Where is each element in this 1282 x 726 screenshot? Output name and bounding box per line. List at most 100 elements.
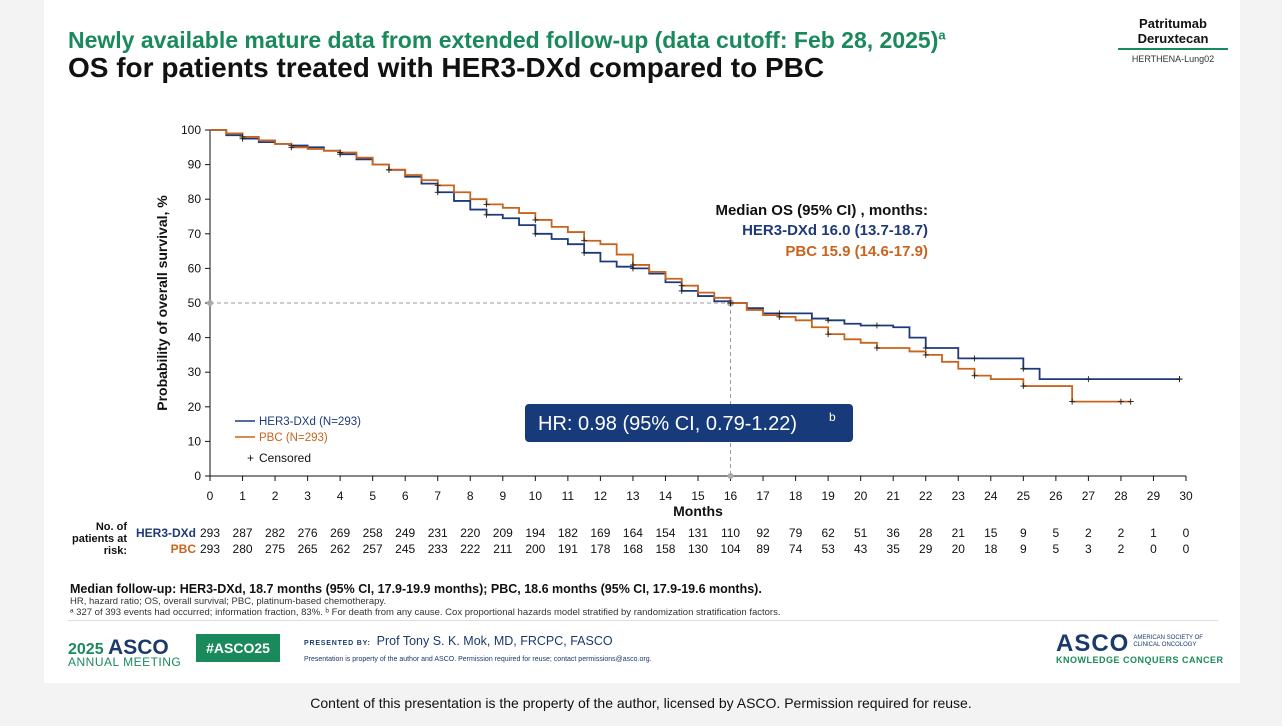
risk-value: 28 bbox=[919, 526, 933, 540]
risk-value: 233 bbox=[428, 542, 448, 556]
x-tick-label: 10 bbox=[529, 489, 543, 503]
risk-value: 191 bbox=[558, 542, 578, 556]
y-tick-label: 60 bbox=[188, 261, 202, 275]
risk-value: 262 bbox=[330, 542, 350, 556]
y-tick-label: 10 bbox=[188, 434, 202, 448]
censor-mark-pbc bbox=[971, 372, 978, 379]
censor-mark-pbc bbox=[922, 351, 929, 358]
risk-value: 194 bbox=[525, 526, 545, 540]
legend-label-her3-dxd: HER3-DXd (N=293) bbox=[259, 416, 361, 428]
legend-label-pbc: PBC (N=293) bbox=[259, 432, 328, 444]
censor-mark-pbc bbox=[825, 331, 832, 338]
y-axis-title: Probability of overall survival, % bbox=[154, 195, 170, 411]
brand-line1: Patritumab bbox=[1139, 16, 1207, 31]
censor-mark-pbc bbox=[1069, 398, 1076, 405]
risk-value: 276 bbox=[298, 526, 318, 540]
km-curve-pbc bbox=[210, 129, 1131, 403]
risk-value: 293 bbox=[200, 526, 220, 540]
slide-title: OS for patients treated with HER3-DXd co… bbox=[68, 52, 825, 83]
median-os-pbc: PBC 15.9 (14.6-17.9) bbox=[785, 243, 928, 260]
x-tick-label: 22 bbox=[919, 489, 933, 503]
censor-mark-pbc bbox=[385, 166, 392, 173]
hr-text: HR: 0.98 (95% CI, 0.79-1.22) bbox=[538, 413, 797, 435]
risk-value: 9 bbox=[1020, 542, 1027, 556]
risk-value: 158 bbox=[655, 542, 675, 556]
study-name: HERTHENA-Lung02 bbox=[1131, 54, 1215, 64]
risk-value: 269 bbox=[330, 526, 350, 540]
risk-value: 130 bbox=[688, 542, 708, 556]
asco-logo: ASCO AMERICAN SOCIETY OF CLINICAL ONCOLOGY bbox=[1056, 630, 1203, 657]
censor-mark-her3-dxd bbox=[1020, 365, 1027, 372]
footer-divider bbox=[68, 620, 1218, 621]
km-curve-her3-dxd bbox=[210, 129, 1180, 381]
brand-block: Patritumab Deruxtecan HERTHENA-Lung02 bbox=[1118, 16, 1228, 64]
risk-value: 131 bbox=[688, 526, 708, 540]
risk-value: 36 bbox=[887, 526, 901, 540]
slide-subtitle: Newly available mature data from extende… bbox=[68, 27, 946, 53]
brand-line2: Deruxtecan bbox=[1118, 31, 1228, 50]
risk-value: 35 bbox=[887, 542, 901, 556]
footnotes: Median follow-up: HER3-DXd, 18.7 months … bbox=[70, 582, 1220, 618]
risk-value: 0 bbox=[1183, 526, 1190, 540]
x-tick-label: 7 bbox=[434, 489, 441, 503]
censor-mark-pbc bbox=[1020, 383, 1027, 390]
copyright-notice: Content of this presentation is the prop… bbox=[310, 695, 972, 711]
asco-tagline: KNOWLEDGE CONQUERS CANCER bbox=[1056, 655, 1224, 665]
x-tick-label: 30 bbox=[1179, 489, 1193, 503]
x-tick-label: 2 bbox=[272, 489, 279, 503]
risk-label-line3: risk: bbox=[104, 545, 127, 557]
censor-mark-pbc bbox=[629, 261, 636, 268]
risk-row-name: HER3-DXd bbox=[136, 526, 196, 540]
abbrev-note: HR, hazard ratio; OS, overall survival; … bbox=[70, 596, 387, 607]
risk-value: 200 bbox=[525, 542, 545, 556]
risk-value: 15 bbox=[984, 526, 998, 540]
censor-mark-her3-dxd bbox=[1085, 376, 1092, 383]
presenter: PRESENTED BY: Prof Tony S. K. Mok, MD, FR… bbox=[304, 634, 613, 648]
x-tick-label: 18 bbox=[789, 489, 803, 503]
hr-box bbox=[525, 404, 853, 442]
y-tick-label: 90 bbox=[188, 158, 202, 172]
median-os-her3: HER3-DXd 16.0 (13.7-18.7) bbox=[742, 222, 928, 239]
censor-mark-pbc bbox=[239, 133, 246, 140]
y-tick-label: 70 bbox=[188, 227, 202, 241]
hashtag-badge: #ASCO25 bbox=[196, 634, 280, 662]
x-tick-label: 27 bbox=[1082, 489, 1096, 503]
median-marker-start bbox=[207, 300, 213, 306]
x-tick-label: 6 bbox=[402, 489, 409, 503]
x-tick-label: 29 bbox=[1147, 489, 1161, 503]
x-tick-label: 11 bbox=[562, 489, 575, 503]
risk-value: 257 bbox=[363, 542, 383, 556]
risk-value: 9 bbox=[1020, 526, 1027, 540]
risk-value: 0 bbox=[1183, 542, 1190, 556]
x-tick-label: 19 bbox=[821, 489, 835, 503]
annual-meeting-label: ANNUAL MEETING bbox=[68, 655, 182, 669]
censor-mark-pbc bbox=[288, 144, 295, 151]
risk-value: 5 bbox=[1053, 542, 1060, 556]
risk-value: 0 bbox=[1150, 542, 1157, 556]
censor-mark-her3-dxd bbox=[434, 189, 441, 196]
permission-note: Presentation is property of the author a… bbox=[304, 656, 652, 663]
x-tick-label: 26 bbox=[1049, 489, 1063, 503]
risk-value: 275 bbox=[265, 542, 285, 556]
risk-value: 249 bbox=[395, 526, 415, 540]
x-tick-label: 23 bbox=[952, 489, 966, 503]
censor-mark-her3-dxd bbox=[922, 344, 929, 351]
risk-value: 164 bbox=[623, 526, 643, 540]
censor-mark-her3-dxd bbox=[873, 322, 880, 329]
x-tick-label: 9 bbox=[499, 489, 506, 503]
risk-value: 29 bbox=[919, 542, 933, 556]
risk-value: 258 bbox=[363, 526, 383, 540]
risk-value: 293 bbox=[200, 542, 220, 556]
censor-mark-pbc bbox=[483, 201, 490, 208]
censor-mark-her3-dxd bbox=[483, 211, 490, 218]
risk-value: 220 bbox=[460, 526, 480, 540]
x-tick-label: 17 bbox=[756, 489, 770, 503]
censor-mark-pbc bbox=[1127, 398, 1134, 405]
x-tick-label: 25 bbox=[1017, 489, 1031, 503]
risk-label-line2: patients at bbox=[72, 533, 127, 545]
risk-value: 51 bbox=[854, 526, 868, 540]
x-tick-label: 8 bbox=[467, 489, 474, 503]
x-tick-label: 15 bbox=[691, 489, 705, 503]
risk-value: 21 bbox=[952, 526, 966, 540]
